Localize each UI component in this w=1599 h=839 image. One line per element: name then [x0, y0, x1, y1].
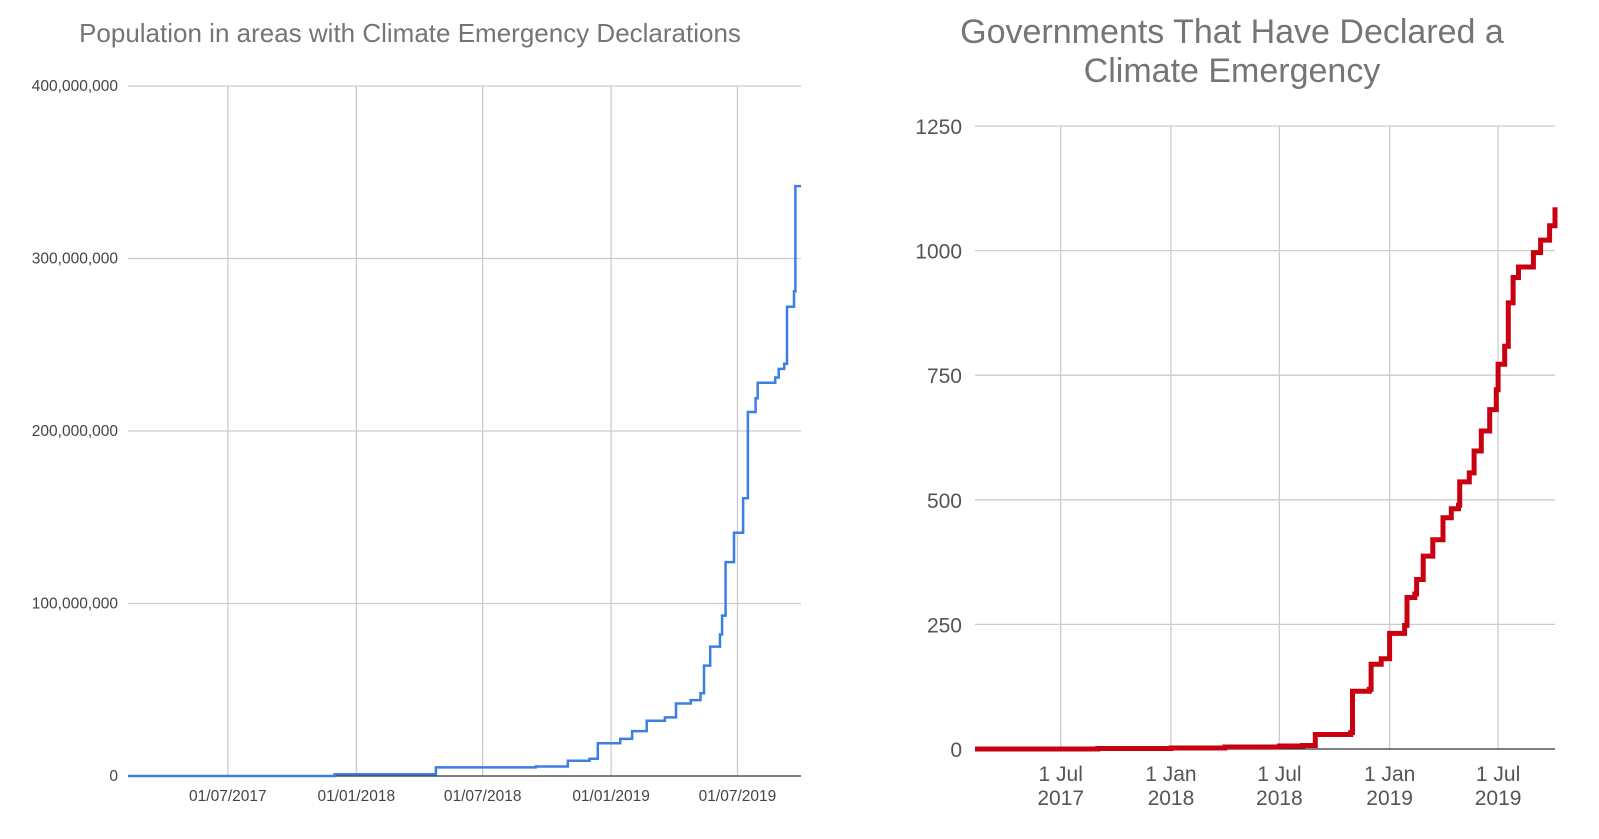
chart-title-population: Population in areas with Climate Emergen… [79, 18, 741, 48]
x-tick-label: 01/01/2018 [318, 788, 396, 805]
y-tick-label: 400,000,000 [32, 78, 119, 95]
x-tick-label: 01/07/2018 [444, 788, 522, 805]
y-tick-label: 1250 [915, 116, 962, 139]
x-tick-label: 01/07/2019 [699, 788, 777, 805]
y-tick-label: 500 [927, 490, 962, 513]
x-tick-label: 1 Jul [1039, 763, 1083, 786]
chart-title-governments-line1: Governments That Have Declared a [960, 13, 1504, 51]
x-tick-label: 1 Jan [1364, 763, 1415, 786]
y-tick-label: 0 [109, 768, 118, 785]
y-tick-label: 0 [950, 739, 962, 762]
x-tick-label: 01/01/2019 [572, 788, 650, 805]
y-tick-label: 300,000,000 [32, 251, 119, 268]
chart-title-governments-line2: Climate Emergency [1084, 52, 1381, 90]
x-tick-label: 2018 [1148, 787, 1195, 810]
y-tick-label: 100,000,000 [32, 596, 119, 613]
y-tick-label: 750 [927, 365, 962, 388]
x-tick-label: 2019 [1366, 787, 1413, 810]
x-tick-label: 1 Jul [1257, 763, 1301, 786]
population-chart: 0 100,000,000 200,000,000 300,000,000 400,00… [32, 78, 801, 805]
x-tick-label: 2018 [1256, 787, 1303, 810]
x-tick-label: 2019 [1475, 787, 1522, 810]
x-tick-label: 2017 [1037, 787, 1084, 810]
y-tick-label: 250 [927, 614, 962, 637]
x-tick-label: 1 Jan [1145, 763, 1196, 786]
y-tick-label: 1000 [915, 241, 962, 264]
x-tick-label: 1 Jul [1476, 763, 1520, 786]
y-tick-label: 200,000,000 [32, 423, 119, 440]
series-line [975, 207, 1558, 752]
x-tick-label: 01/07/2017 [189, 788, 267, 805]
series-line [128, 184, 801, 778]
